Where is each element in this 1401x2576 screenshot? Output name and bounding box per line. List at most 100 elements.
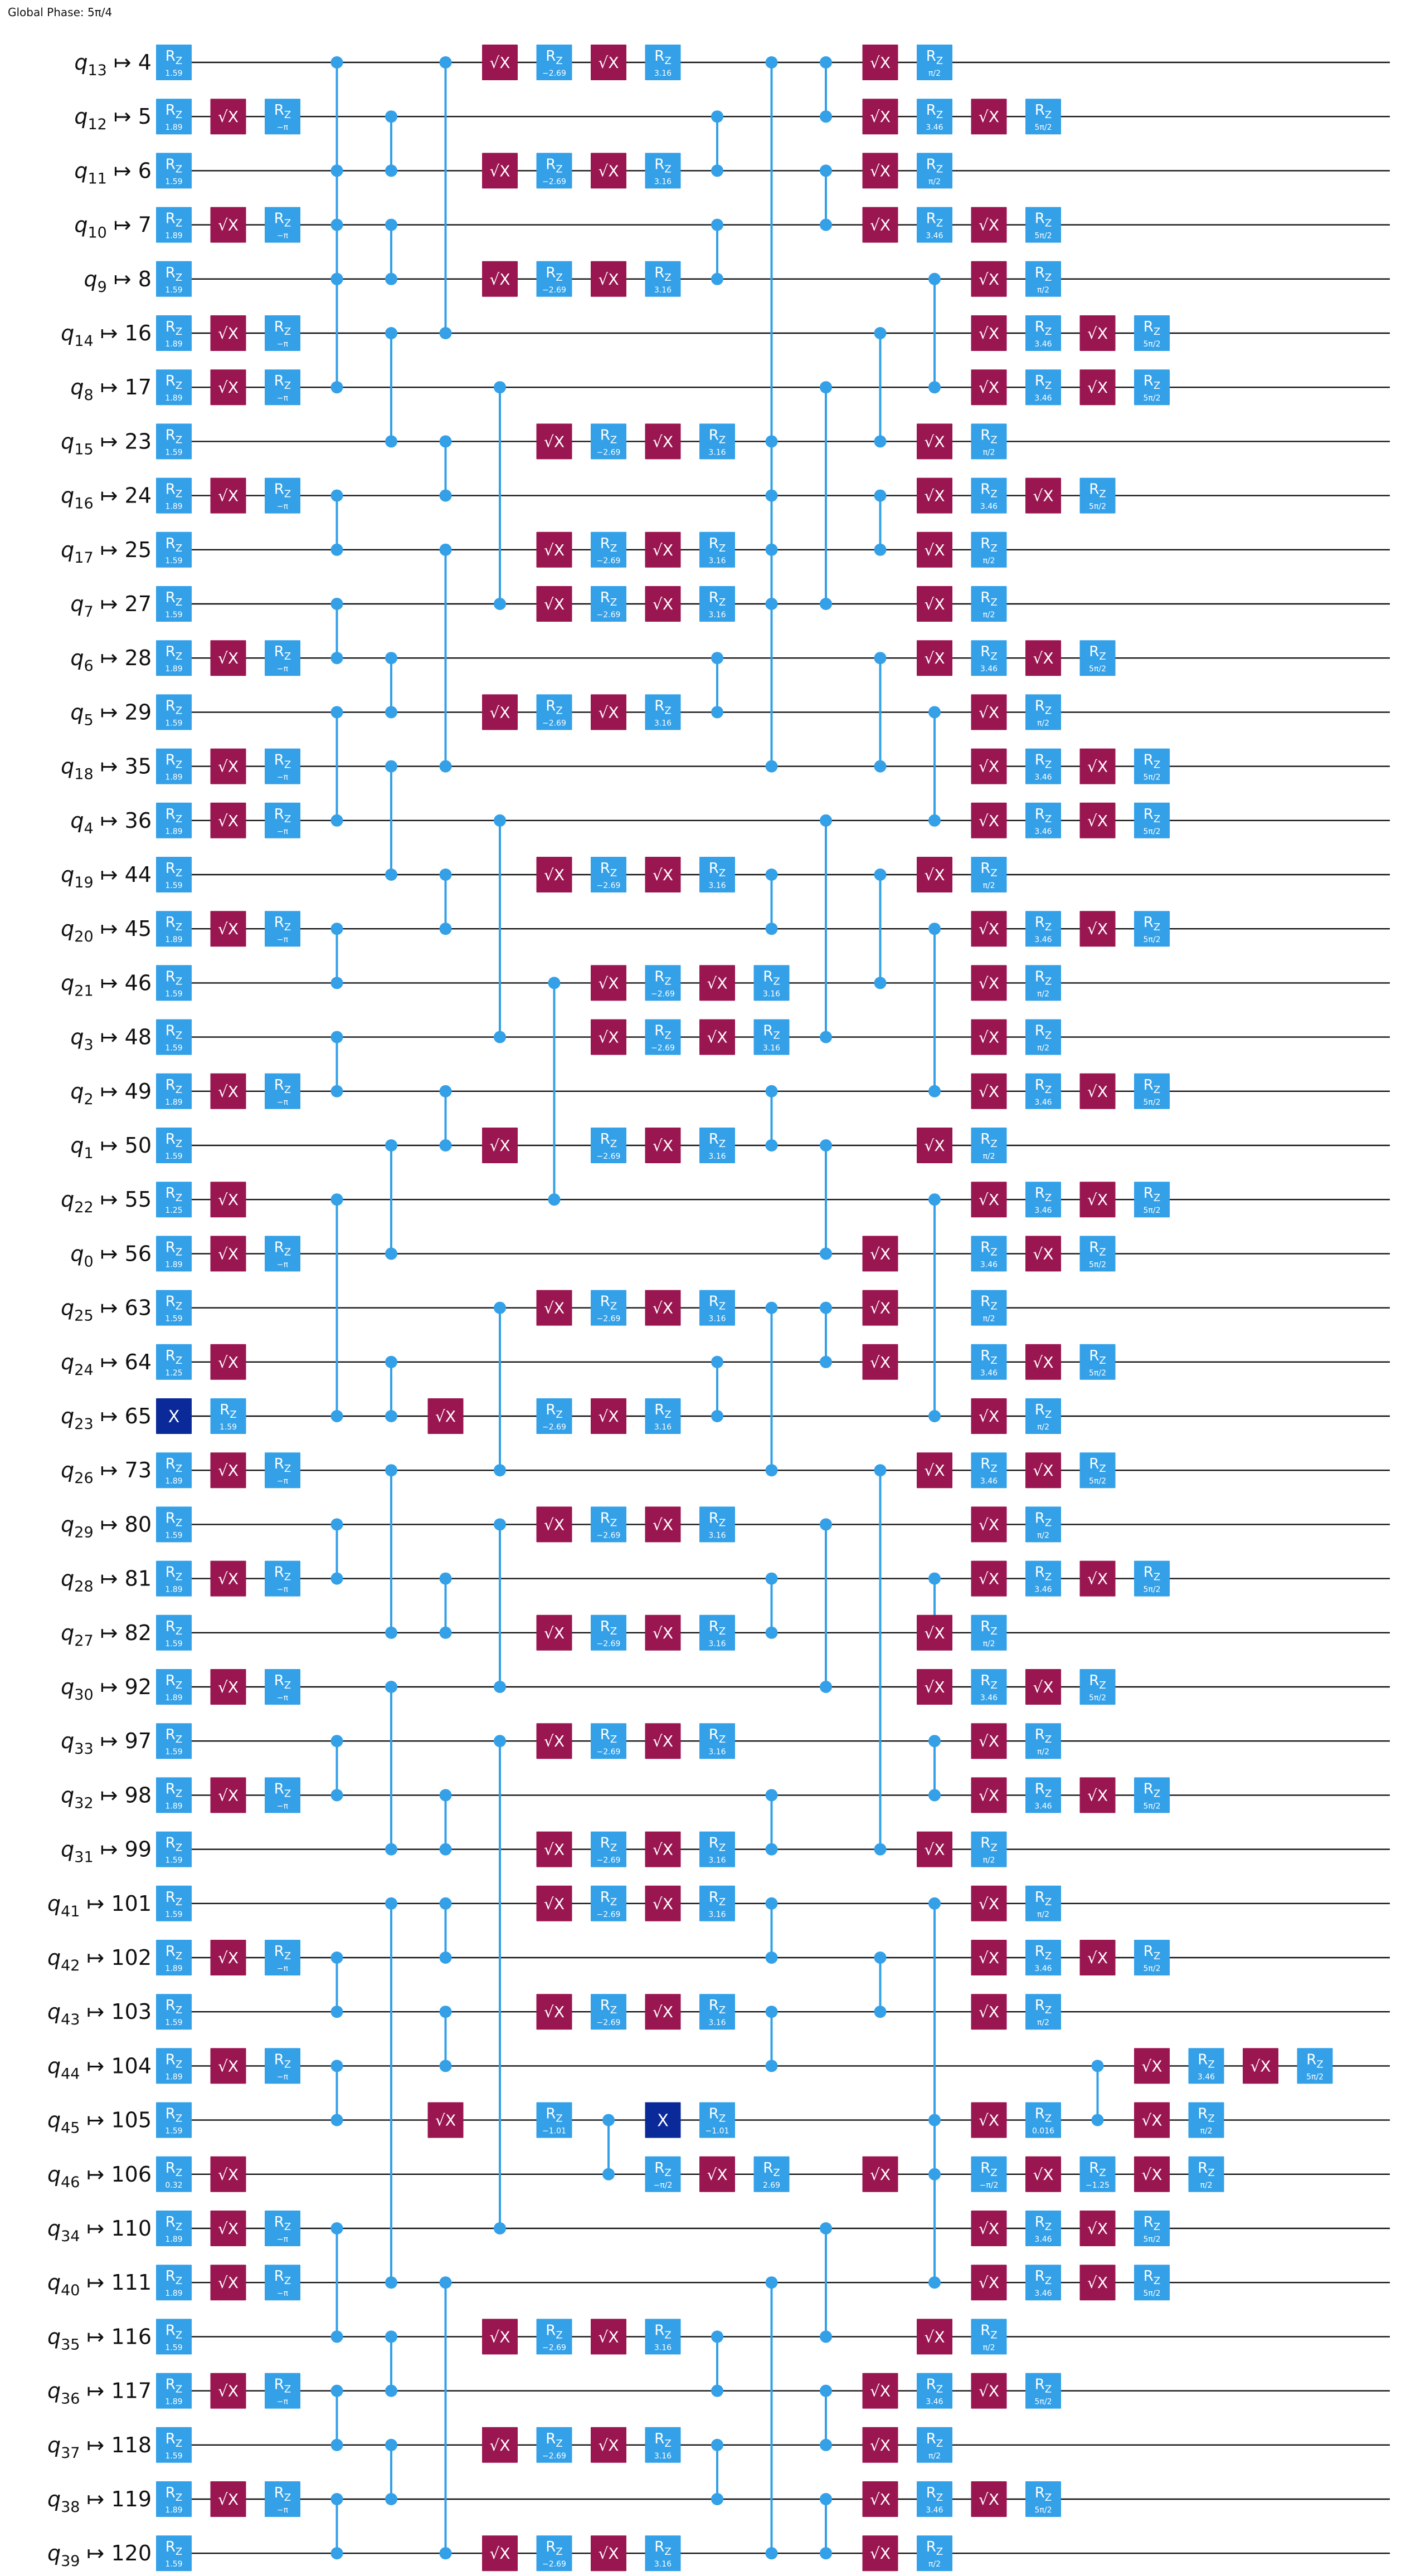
cz-gate: [874, 327, 887, 448]
sx-gate: √X: [971, 1723, 1007, 1759]
rz-gate-label: RZ: [274, 643, 291, 662]
sx-gate-label: √X: [979, 1786, 999, 1804]
rz-gate-param: −π: [277, 340, 289, 349]
rz-gate-label: RZ: [546, 697, 562, 716]
cz-control-dot: [928, 1897, 941, 1910]
rz-gate-label: RZ: [1035, 1889, 1052, 1908]
sx-gate-label: √X: [544, 1895, 565, 1913]
rz-gate-param: 3.46: [980, 1369, 998, 1378]
cz-control-dot: [439, 1139, 452, 1152]
rz-gate-label: RZ: [926, 2539, 943, 2558]
sx-gate-label: √X: [598, 1028, 619, 1047]
rz-gate-label: RZ: [1089, 1348, 1106, 1367]
cz-gate: [385, 1355, 397, 1422]
rz-gate-label: RZ: [1035, 968, 1052, 987]
sx-gate: √X: [645, 1614, 681, 1651]
cz-control-dot: [439, 543, 452, 556]
sx-gate: √X: [1025, 2156, 1061, 2192]
sx-gate-label: √X: [653, 595, 673, 613]
cz-control-dot: [765, 2547, 778, 2560]
rz-gate-param: π/2: [1037, 719, 1049, 728]
rz-gate-param: π/2: [982, 1856, 995, 1865]
rz-gate-param: −2.69: [651, 1044, 675, 1053]
rz-gate-label: RZ: [274, 806, 291, 825]
rz-gate-label: RZ: [1035, 752, 1052, 771]
sx-gate: √X: [210, 748, 246, 784]
sx-gate-label: √X: [924, 1461, 945, 1480]
rz-gate: RZ −π: [265, 911, 300, 947]
rz-gate-param: 3.16: [708, 1640, 726, 1648]
rz-gate: RZ 1.59: [156, 2427, 192, 2463]
sx-gate: √X: [645, 1506, 681, 1543]
sx-gate-label: √X: [653, 866, 673, 884]
sx-gate-label: √X: [1033, 1245, 1053, 1263]
cz-gate: [548, 977, 561, 1206]
rz-gate-param: π/2: [1200, 2127, 1212, 2136]
rz-gate-param: 1.59: [165, 2560, 182, 2569]
rz-gate-label: RZ: [980, 2322, 997, 2341]
sx-gate: √X: [210, 477, 246, 514]
rz-gate-label: RZ: [1035, 1402, 1052, 1421]
cz-control-dot: [765, 1951, 778, 1964]
cz-gate: [711, 110, 723, 177]
sx-gate-label: √X: [979, 1028, 999, 1047]
sx-gate-label: √X: [979, 216, 999, 235]
rz-gate: RZ 1.89: [156, 1452, 192, 1489]
rz-gate: RZ −2.69: [536, 694, 572, 730]
rz-gate: RZ 1.59: [156, 153, 192, 189]
rz-gate: RZ 1.89: [156, 2048, 192, 2084]
sx-gate: √X: [1134, 2048, 1170, 2084]
rz-gate-param: 3.46: [926, 232, 943, 241]
cz-gate: [765, 1789, 778, 1856]
sx-gate-label: √X: [979, 1407, 999, 1426]
x-gate: X: [645, 2102, 681, 2138]
rz-gate-label: RZ: [166, 211, 182, 230]
sx-gate-label: √X: [979, 1082, 999, 1101]
sx-gate: √X: [591, 694, 626, 730]
rz-gate-param: −π: [277, 2398, 289, 2407]
rz-gate-param: 1.25: [165, 1369, 182, 1378]
rz-gate-label: RZ: [654, 48, 671, 67]
cz-control-dot: [494, 1681, 506, 1693]
rz-gate-label: RZ: [166, 535, 182, 554]
rz-gate-label: RZ: [1144, 1780, 1160, 1799]
sx-gate: √X: [1025, 1344, 1061, 1380]
rz-gate: RZ −2.69: [645, 965, 681, 1001]
rz-gate: RZ 3.16: [699, 1128, 735, 1163]
sx-gate-label: √X: [598, 53, 619, 72]
cz-control-dot: [439, 2060, 452, 2072]
rz-gate-label: RZ: [1035, 1510, 1052, 1529]
rz-gate-label: RZ: [926, 2431, 943, 2450]
rz-gate: RZ −2.69: [591, 423, 626, 460]
cz-control-dot: [330, 1410, 343, 1422]
cz-gate: [385, 2330, 397, 2397]
sx-gate-label: √X: [870, 2544, 891, 2563]
rz-gate-label: RZ: [980, 643, 997, 662]
rz-gate-param: 3.16: [654, 69, 672, 78]
cz-control-dot: [711, 2330, 723, 2343]
cz-control-dot: [711, 2493, 723, 2505]
cz-control-dot: [439, 1626, 452, 1639]
sx-gate: √X: [536, 1994, 572, 2030]
cz-gate: [928, 2114, 941, 2180]
qubit-label: q30 ↦ 92: [61, 1675, 152, 1704]
rz-gate-label: RZ: [1198, 2160, 1214, 2179]
rz-gate-param: 1.89: [165, 935, 182, 944]
cz-control-dot: [820, 1355, 832, 1368]
sx-gate: √X: [482, 1128, 518, 1163]
sx-gate-label: √X: [1087, 758, 1108, 776]
qubit-label: q33 ↦ 97: [61, 1729, 152, 1758]
rz-gate-label: RZ: [654, 265, 671, 284]
rz-gate-label: RZ: [654, 697, 671, 716]
sx-gate-label: √X: [707, 2165, 727, 2184]
rz-gate-param: π/2: [1037, 2018, 1049, 2027]
rz-gate-param: π/2: [982, 557, 995, 565]
cz-gate: [330, 2493, 343, 2560]
rz-gate-label: RZ: [980, 1618, 997, 1637]
cz-control-dot: [928, 2276, 941, 2289]
qubit-label: q13 ↦ 4: [74, 50, 152, 79]
rz-gate: RZ 1.59: [156, 1290, 192, 1326]
rz-gate-param: 3.16: [763, 1044, 780, 1053]
sx-gate-label: √X: [1141, 2165, 1162, 2184]
rz-gate: RZ −2.69: [645, 1019, 681, 1055]
